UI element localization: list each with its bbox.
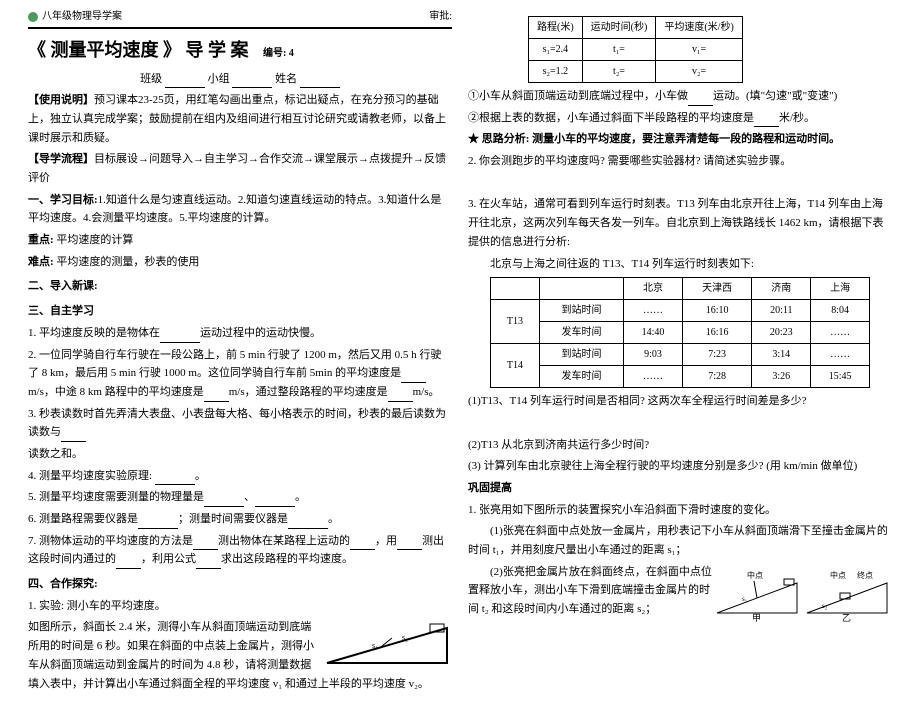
s4: 四、合作探究:	[28, 575, 452, 594]
svg-text:终点: 终点	[857, 570, 873, 580]
s3: 三、自主学习	[28, 302, 452, 321]
svg-text:s₂: s₂	[402, 633, 408, 642]
title: 《 测量平均速度 》 导 学 案	[28, 40, 249, 60]
svg-text:乙: 乙	[842, 613, 851, 623]
hdr-r: 审批:	[429, 8, 452, 25]
tbl2: 北京天津西济南上海 T13到站时间……16:1020:118:04 发车时间14…	[490, 277, 870, 388]
incline-diagram: s₁ s₂	[322, 618, 452, 668]
num: 编号: 4	[263, 48, 294, 59]
tbl1: 路程(米)运动时间(秒)平均速度(米/秒) s₁=2.4t₁=v₁= s₂=1.…	[528, 16, 743, 83]
svg-text:中点: 中点	[830, 570, 846, 580]
svg-text:中点: 中点	[747, 570, 763, 580]
incline-pair: 中点 s₁ 甲 终点 中点 s₂ 乙	[712, 563, 892, 630]
s5: 巩固提高	[468, 479, 892, 498]
hdr-l: 八年级物理导学案	[42, 11, 122, 22]
svg-text:甲: 甲	[752, 613, 761, 623]
svg-text:s₁: s₁	[372, 641, 378, 650]
svg-text:s₁: s₁	[742, 595, 747, 603]
use-h: 【使用说明】	[28, 94, 94, 106]
s2: 二、导入新课:	[28, 277, 452, 296]
obj-h: 一、学习目标:	[28, 194, 98, 206]
think: ★ 思路分析: 测量小车的平均速度，要注意弄清楚每一段的路程和运动时间。	[468, 130, 892, 149]
flow-h: 【导学流程】	[28, 153, 94, 165]
svg-text:s₂: s₂	[822, 602, 828, 610]
